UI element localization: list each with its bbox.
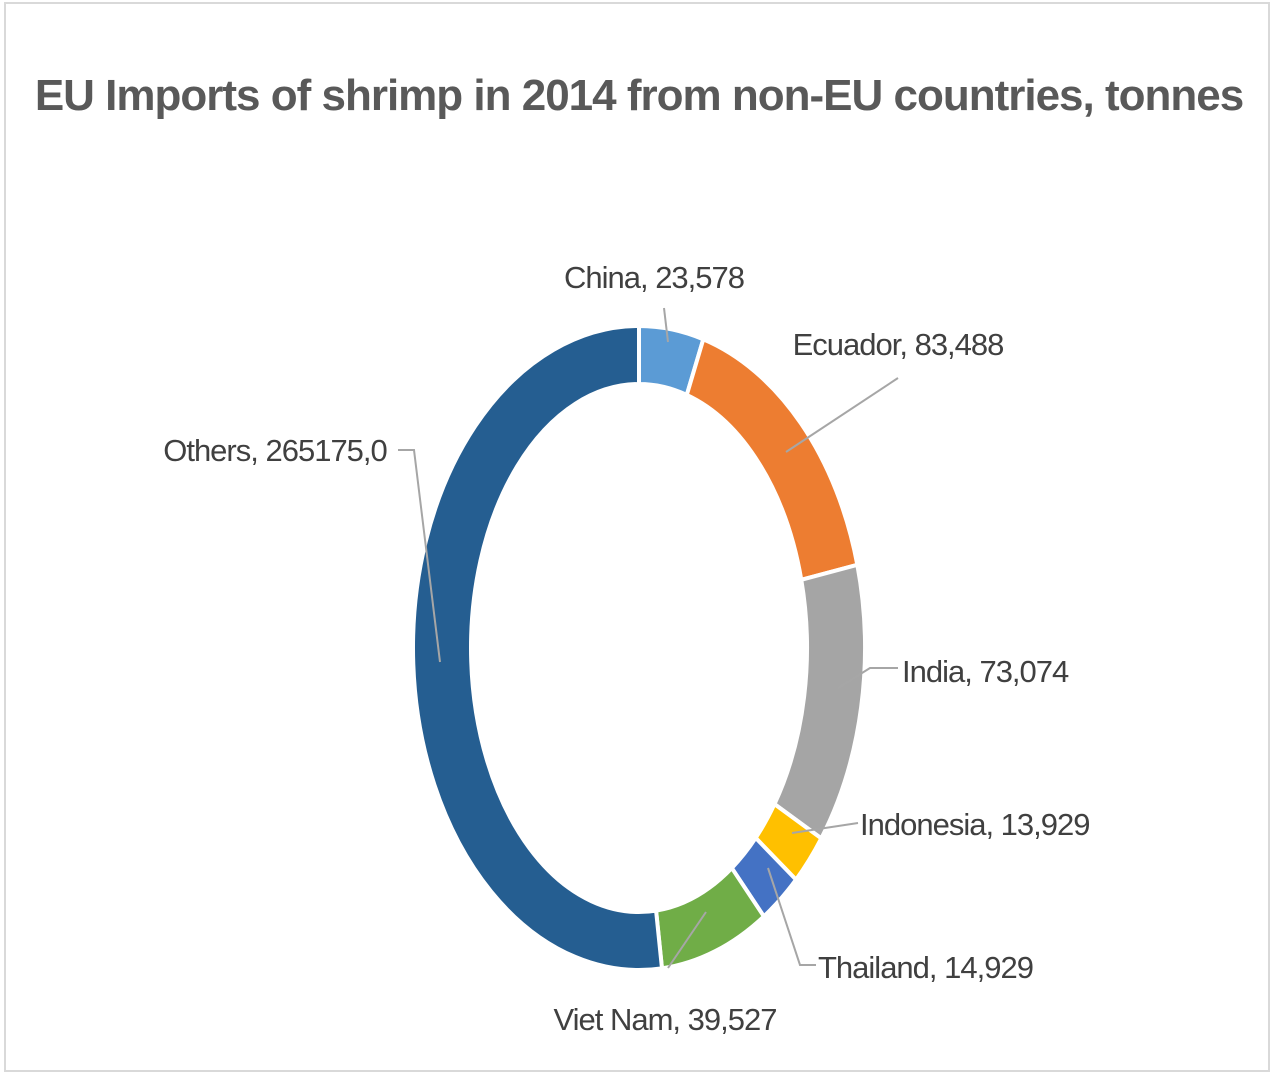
data-label-india: India, 73,074 [902,654,1069,689]
data-label-china: China, 23,578 [564,260,744,295]
leader-line-china [663,307,669,343]
leader-line-indonesia [791,822,859,834]
leader-line-india [837,667,898,689]
chart-title: EU Imports of shrimp in 2014 from non-EU… [34,71,1244,120]
data-label-ecuador: Ecuador, 83,488 [793,327,1004,362]
data-label-viet-nam: Viet Nam, 39,527 [554,1002,777,1037]
slice-others [411,323,665,972]
leader-line-viet-nam [667,911,707,969]
data-label-indonesia: Indonesia, 13,929 [860,807,1090,842]
data-label-thailand: Thailand, 14,929 [818,950,1033,985]
leader-line-ecuador [785,377,899,453]
slice-ecuador [684,336,860,583]
leader-line-others [398,449,441,663]
data-label-others: Others, 265175,0 [163,433,387,468]
leader-line-thailand [767,867,816,966]
slice-india [771,562,867,842]
chart-area [4,2,1270,1072]
